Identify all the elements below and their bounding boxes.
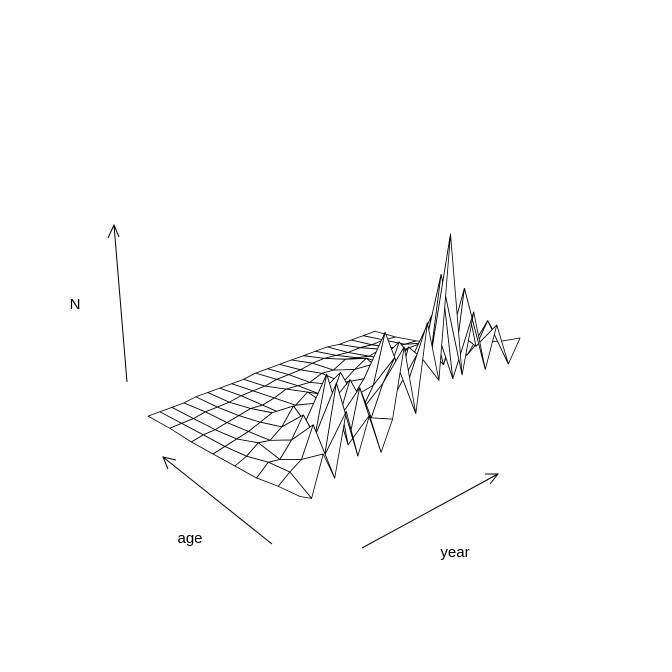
age-axis-arrow bbox=[162, 456, 273, 545]
year-axis-label: year bbox=[440, 544, 469, 561]
surface bbox=[147, 233, 521, 499]
age-axis-label: age bbox=[177, 530, 202, 547]
z-axis-arrow bbox=[107, 223, 128, 383]
year-axis-arrow bbox=[361, 473, 500, 549]
z-axis-label: N bbox=[70, 296, 81, 313]
surface-cell bbox=[277, 471, 313, 499]
